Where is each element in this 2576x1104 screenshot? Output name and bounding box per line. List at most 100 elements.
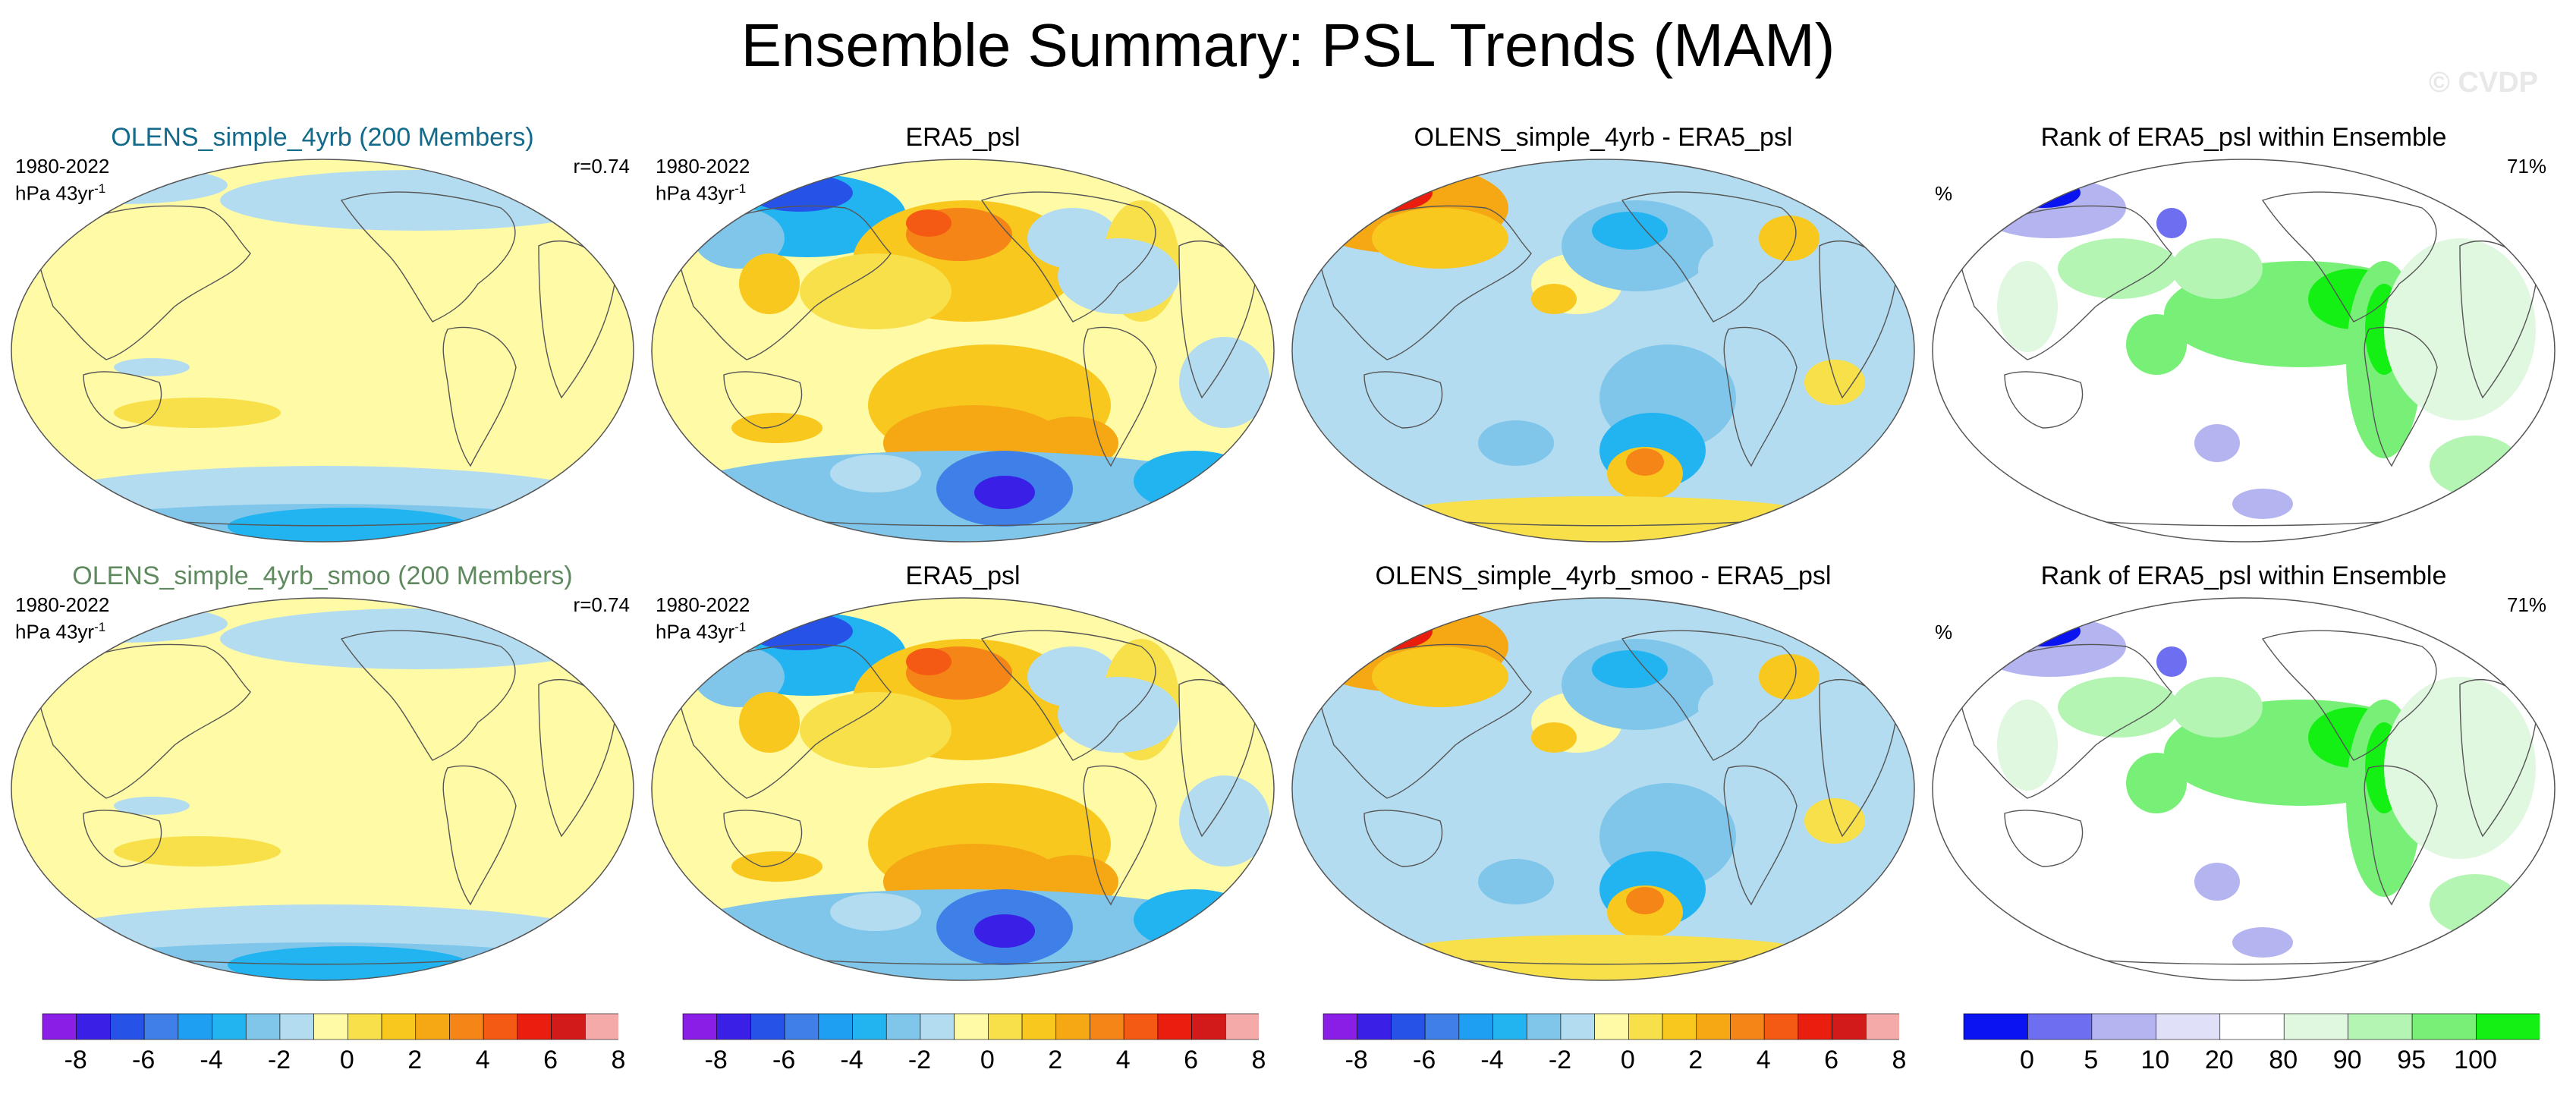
coastline (980, 191, 1156, 322)
colorbar-tick-label: -6 (772, 1046, 796, 1074)
field-contour (1372, 208, 1508, 269)
panel-ensemble-mean-smoo: OLENS_simple_4yrb_smoo (200 Members) 198… (8, 560, 637, 985)
coastline (1621, 630, 1797, 761)
coastline (37, 205, 251, 360)
colorbar-box (584, 1013, 618, 1040)
colorbar-box (2348, 1013, 2413, 1040)
period-label: 1980-2022 (15, 155, 110, 178)
colorbar-box (1191, 1013, 1226, 1040)
field-contour (114, 797, 190, 815)
field-contour (2430, 874, 2521, 935)
field-contour (906, 648, 951, 675)
colorbar-box (381, 1013, 417, 1040)
colorbar-box (2027, 1013, 2093, 1040)
panel-title: Rank of ERA5_psl within Ensemble (2040, 123, 2447, 152)
field-contour (1376, 935, 1831, 980)
colorbar-box (2091, 1013, 2156, 1040)
colorbar-box (784, 1013, 819, 1040)
units-label: hPa 43yr-1 (656, 181, 747, 205)
colorbar-tick-label: -2 (1548, 1046, 1572, 1074)
colorbar-box (885, 1013, 921, 1040)
coastline (2364, 765, 2438, 906)
colorbar-box (818, 1013, 853, 1040)
field-contour (906, 209, 951, 237)
field-layer (652, 159, 1274, 542)
coastline (2004, 810, 2084, 867)
colorbar-tick-label: 5 (2084, 1046, 2099, 1074)
field-contour (1341, 174, 1433, 212)
colorbar-rank: 0 5 10 20 80 90 95 100 (1963, 1013, 2540, 1104)
map-border (1932, 159, 2556, 543)
field-contour (2384, 677, 2536, 859)
field-contour (2232, 489, 2293, 519)
field-contour (1058, 677, 1179, 753)
field-contour (2172, 238, 2263, 299)
watermark: © CVDP (2428, 67, 2538, 99)
map-plot (1291, 159, 1915, 543)
panel-rank: Rank of ERA5_psl within Ensemble % 71% (1929, 121, 2559, 546)
colorbar-psl-trend: -8 -6 -4 -2 0 2 4 6 8 (42, 1013, 625, 1104)
colorbar-tick-label: 0 (980, 1046, 995, 1074)
units-label: hPa 43yr-1 (15, 181, 106, 205)
map-plot (1932, 159, 2556, 543)
coastline (1723, 326, 1798, 467)
coastline (2004, 371, 2084, 429)
coastline (83, 810, 162, 867)
field-contour (1478, 859, 1554, 904)
units-label: hPa 43yr-1 (15, 620, 106, 643)
colorbar-box (1763, 1013, 1799, 1040)
colorbar-box (348, 1013, 382, 1040)
coastline (2261, 191, 2437, 322)
colorbar-boxes (1323, 1013, 1899, 1040)
field-contour (1478, 420, 1554, 466)
colorbar-box (1021, 1013, 1057, 1040)
coastline (723, 810, 803, 867)
colorbar-box (1357, 1013, 1392, 1040)
field-contour (1592, 212, 1668, 250)
field-contour (731, 413, 822, 443)
field-contour (731, 851, 822, 882)
panel-title: ERA5_psl (905, 123, 1021, 152)
colorbar-tick-label: 4 (475, 1046, 490, 1074)
map-plot (651, 597, 1275, 981)
map-plot (1291, 597, 1915, 981)
field-contour (974, 476, 1035, 509)
colorbar-box (1090, 1013, 1124, 1040)
field-contour (2384, 238, 2536, 420)
field-contour (114, 358, 190, 376)
panel-observed-2: ERA5_psl 1980-2022 hPa 43yr-1 (648, 560, 1278, 985)
pattern-correlation: r=0.74 (573, 155, 630, 178)
colorbar-box (2219, 1013, 2285, 1040)
colorbar-box (1055, 1013, 1090, 1040)
panel-title: OLENS_simple_4yrb (200 Members) (111, 123, 534, 152)
colorbar-box (1730, 1013, 1765, 1040)
coastline (340, 191, 516, 322)
field-layer (652, 598, 1274, 980)
colorbar-box (716, 1013, 751, 1040)
field-contour (1736, 405, 1842, 466)
coastline (1621, 191, 1797, 322)
colorbar-box (245, 1013, 281, 1040)
colorbar-tick-label: -4 (840, 1046, 863, 1074)
colorbar-box (988, 1013, 1023, 1040)
colorbar-box (2156, 1013, 2221, 1040)
coastline (2364, 326, 2438, 467)
field-contour (1531, 722, 1577, 753)
percent-label: % (1935, 182, 1953, 205)
colorbar-box (1157, 1013, 1192, 1040)
field-contour (1698, 677, 1789, 738)
field-contour (1179, 775, 1270, 867)
field-layer (1292, 159, 1914, 542)
field-contour (1759, 654, 1820, 700)
map-border (1291, 597, 1915, 981)
coastline (723, 371, 803, 429)
period-label: 1980-2022 (656, 593, 750, 616)
colorbar-box (1696, 1013, 1731, 1040)
colorbar-box (1526, 1013, 1562, 1040)
colorbar-box (1560, 1013, 1595, 1040)
field-contour (1997, 261, 2058, 352)
panel-rank-2: Rank of ERA5_psl within Ensemble % 71% (1929, 560, 2559, 985)
colorbar-tick-label: 8 (1892, 1046, 1907, 1074)
field-contour (2194, 863, 2240, 901)
colorbar-tick-label: -2 (907, 1046, 932, 1074)
